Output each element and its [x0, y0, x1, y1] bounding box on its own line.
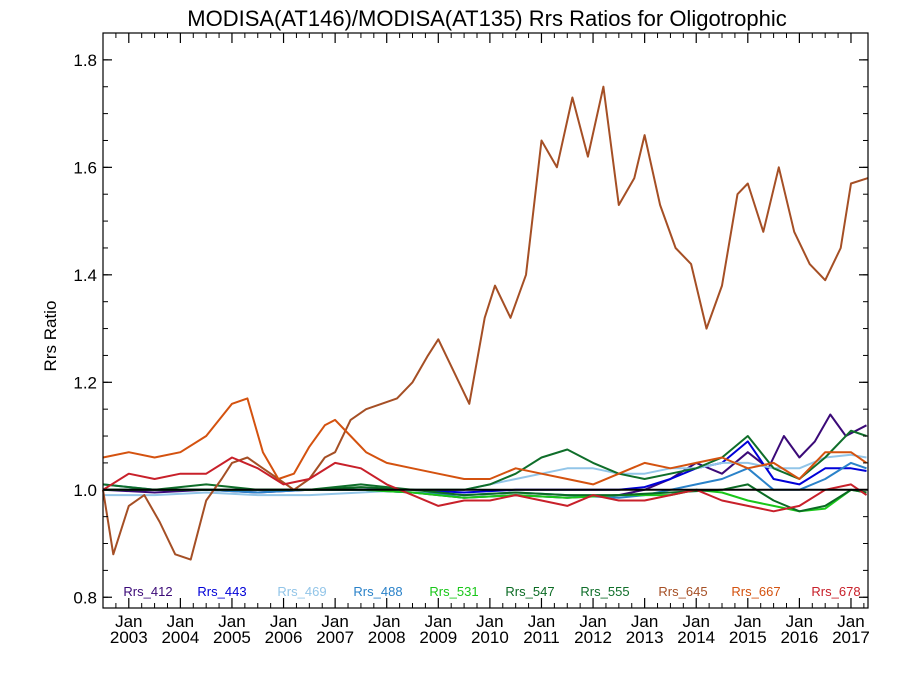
x-tick-year: 2005 [213, 628, 251, 647]
x-tick-year: 2011 [523, 628, 560, 647]
x-tick-month: Jan [786, 612, 813, 631]
series-line-rrs-678 [102, 456, 868, 513]
x-tick-year: 2010 [471, 628, 509, 647]
x-tick-year: 2017 [832, 628, 870, 647]
x-tick-month: Jan [734, 612, 761, 631]
y-tick-label: 1.0 [73, 481, 97, 500]
chart-title: MODISA(AT146)/MODISA(AT135) Rrs Ratios f… [187, 6, 786, 31]
x-tick-year: 2009 [419, 628, 457, 647]
x-tick-month: Jan [321, 612, 348, 631]
x-tick-year: 2013 [626, 628, 664, 647]
series-layer [102, 85, 869, 561]
x-tick-month: Jan [528, 612, 555, 631]
x-tick-year: 2014 [677, 628, 715, 647]
y-axis: 0.8 1.0 1.2 1.4 1.6 1.8 [73, 51, 868, 607]
x-tick-year: 2003 [110, 628, 148, 647]
x-tick-month: Jan [270, 612, 297, 631]
x-tick-month: Jan [579, 612, 606, 631]
legend-label-rrs-488: Rrs_488 [353, 584, 402, 599]
x-tick-year: 2015 [729, 628, 767, 647]
x-tick-month: Jan [218, 612, 245, 631]
legend: Rrs_412 Rrs_443 Rrs_469 Rrs_488 Rrs_531 Rrs_5… [123, 584, 860, 599]
x-tick-year: 2004 [161, 628, 199, 647]
plot-frame [102, 32, 869, 609]
y-tick-label: 1.2 [73, 373, 97, 392]
x-tick-month: Jan [373, 612, 400, 631]
x-axis: Jan2003Jan2004Jan2005Jan2006Jan2007Jan20… [102, 33, 870, 647]
x-tick-month: Jan [683, 612, 710, 631]
legend-label-rrs-547: Rrs_547 [505, 584, 554, 599]
legend-label-rrs-531: Rrs_531 [429, 584, 478, 599]
y-tick-label: 0.8 [73, 588, 97, 607]
legend-label-rrs-667: Rrs_667 [731, 584, 780, 599]
legend-label-rrs-555: Rrs_555 [580, 584, 629, 599]
x-tick-year: 2012 [574, 628, 612, 647]
y-axis-label: Rrs Ratio [41, 301, 60, 372]
x-tick-year: 2016 [780, 628, 818, 647]
x-tick-month: Jan [167, 612, 194, 631]
legend-label-rrs-443: Rrs_443 [197, 584, 246, 599]
legend-label-rrs-412: Rrs_412 [123, 584, 172, 599]
y-tick-label: 1.4 [73, 266, 97, 285]
series-line-rrs-645 [102, 85, 869, 561]
y-tick-label: 1.6 [73, 158, 97, 177]
legend-label-rrs-678: Rrs_678 [811, 584, 860, 599]
x-tick-month: Jan [476, 612, 503, 631]
x-tick-month: Jan [425, 612, 452, 631]
x-tick-year: 2006 [265, 628, 303, 647]
series-line-rrs-555 [102, 429, 867, 491]
legend-label-rrs-469: Rrs_469 [277, 584, 326, 599]
series-line-rrs-667 [102, 397, 868, 486]
x-tick-month: Jan [837, 612, 864, 631]
x-tick-year: 2008 [368, 628, 406, 647]
y-tick-label: 1.8 [73, 51, 97, 70]
x-tick-month: Jan [631, 612, 658, 631]
x-tick-month: Jan [115, 612, 142, 631]
x-tick-year: 2007 [316, 628, 354, 647]
legend-label-rrs-645: Rrs_645 [658, 584, 707, 599]
